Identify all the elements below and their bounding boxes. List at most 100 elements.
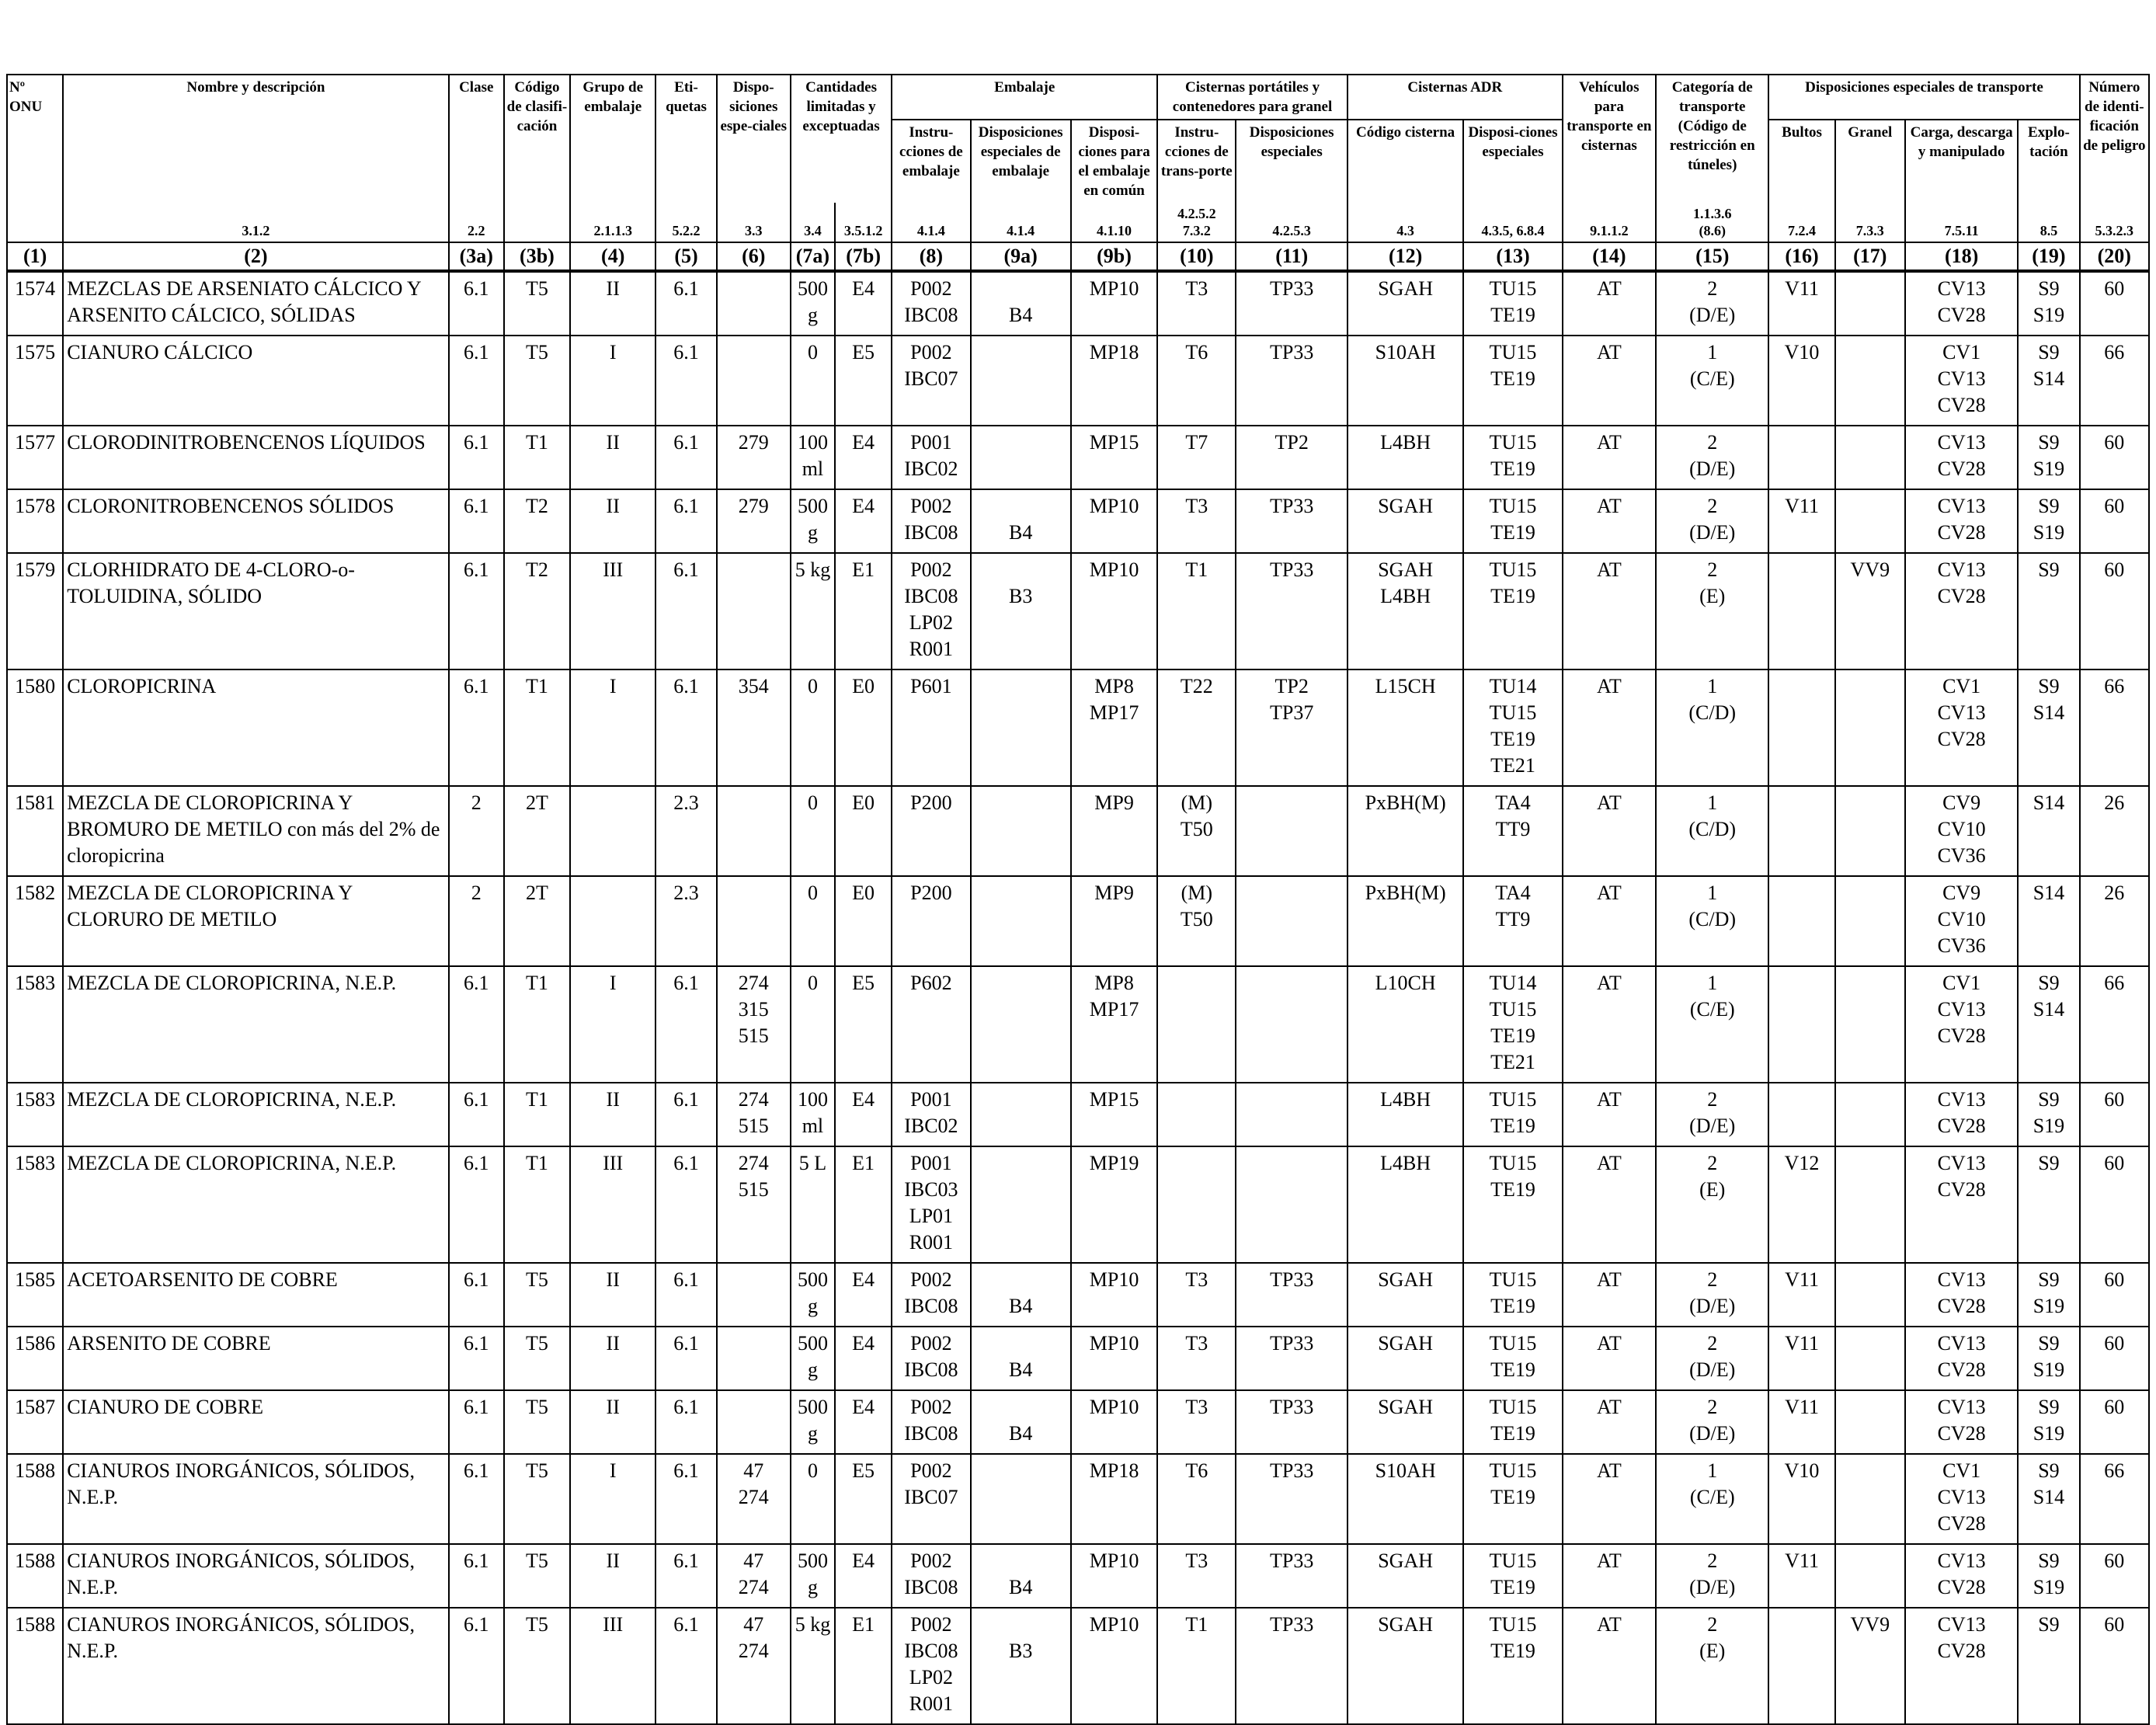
table-cell: P002 IBC08: [891, 1543, 972, 1608]
column-number-cell: (1): [5, 242, 64, 273]
un-number-cell: 1583: [5, 965, 64, 1083]
table-cell: E4: [834, 270, 893, 336]
table-cell: P001 IBC03 LP01 R001: [891, 1146, 972, 1264]
table-cell: 500 g: [789, 1262, 836, 1327]
table-cell: [969, 875, 1072, 967]
table-cell: E4: [834, 1326, 893, 1391]
table-cell: E0: [834, 875, 893, 967]
table-cell: [715, 1389, 791, 1455]
table-cell: [1834, 1326, 1906, 1391]
table-cell: V10: [1768, 1453, 1836, 1545]
table-cell: B3: [969, 1607, 1072, 1725]
table-cell: III: [569, 1607, 657, 1725]
table-cell: 2 (E): [1655, 1607, 1770, 1725]
table-cell: 6.1: [447, 425, 505, 490]
table-cell: 2.3: [655, 785, 718, 877]
un-number-cell: 1579: [5, 552, 64, 670]
table-cell: T5: [502, 1326, 572, 1391]
table-cell: III: [569, 1146, 657, 1264]
section-ref-cell: 4.3.5, 6.8.4: [1462, 203, 1563, 242]
table-cell: TU15 TE19: [1462, 335, 1563, 426]
table-cell: E5: [834, 335, 893, 426]
table-cell: AT: [1561, 552, 1657, 670]
table-cell: T5: [502, 1607, 572, 1725]
table-cell: AT: [1561, 1543, 1657, 1608]
table-cell: S9 S19: [2017, 1262, 2081, 1327]
table-cell: CV13 CV28: [1904, 1543, 2019, 1608]
table-row: 1583 MEZCLA DE CLOROPICRINA, N.E.P. 6.1 T1 I…: [5, 1146, 2151, 1264]
table-cell: MP10: [1069, 1543, 1159, 1608]
col-classification-code-header: Código de clasifi-cación: [502, 74, 572, 203]
col-hazard-id-header: Número de identi-ficación de peligro: [2078, 74, 2151, 203]
table-cell: TU15 TE19: [1462, 552, 1563, 670]
table-cell: TU15 TE19: [1462, 425, 1563, 490]
table-cell: 500 g: [789, 1326, 836, 1391]
table-cell: 6.1: [655, 1389, 718, 1455]
table-cell: SGAH L4BH: [1346, 552, 1465, 670]
table-row: 1583 MEZCLA DE CLOROPICRINA, N.E.P. 6.1 T1 I…: [5, 965, 2151, 1083]
section-ref-cell: 9.1.1.2: [1561, 203, 1657, 242]
table-cell: TP2 TP37: [1235, 669, 1348, 787]
table-cell: [969, 425, 1072, 490]
table-cell: I: [569, 1453, 657, 1545]
table-cell: T1: [1156, 552, 1237, 670]
table-cell: E4: [834, 1543, 893, 1608]
column-number-cell: (16): [1768, 242, 1836, 273]
table-cell: TU15 TE19: [1462, 1146, 1563, 1264]
table-cell: SGAH: [1346, 1607, 1465, 1725]
table-cell: MP10: [1069, 1262, 1159, 1327]
table-cell: T3: [1156, 270, 1237, 336]
table-cell: 6.1: [655, 489, 718, 554]
table-cell: III: [569, 552, 657, 670]
col-packing-group-header: Grupo de embalaje: [569, 74, 657, 203]
table-cell: T7: [1156, 425, 1237, 490]
table-cell: [715, 270, 791, 336]
un-number-cell: 1583: [5, 1082, 64, 1147]
table-cell: MP18: [1069, 1453, 1159, 1545]
table-cell: 6.1: [447, 965, 505, 1083]
table-cell: 6.1: [655, 1607, 718, 1725]
un-number-cell: 1581: [5, 785, 64, 877]
table-cell: 2 (D/E): [1655, 1262, 1770, 1327]
table-cell: (M) T50: [1156, 785, 1237, 877]
table-cell: 500 g: [789, 1543, 836, 1608]
substance-name-cell: ACETOARSENITO DE COBRE: [62, 1262, 450, 1327]
un-number-cell: 1588: [5, 1607, 64, 1725]
table-cell: 60: [2078, 1607, 2151, 1725]
table-cell: 60: [2078, 1543, 2151, 1608]
column-number-cell: (10): [1156, 242, 1237, 273]
table-cell: V11: [1768, 1262, 1836, 1327]
col-special-packing-header: Disposiciones especiales de embalaje: [969, 119, 1072, 203]
table-cell: P601: [891, 669, 972, 787]
table-cell: [1156, 1146, 1237, 1264]
column-number-cell: (12): [1346, 242, 1465, 273]
substance-name-cell: CIANUROS INORGÁNICOS, SÓLIDOS, N.E.P.: [62, 1543, 450, 1608]
group-adr-tanks-header: Cisternas ADR: [1346, 74, 1563, 120]
table-cell: 6.1: [655, 965, 718, 1083]
table-cell: V11: [1768, 489, 1836, 554]
table-cell: 6.1: [447, 1082, 505, 1147]
table-cell: [1834, 1453, 1906, 1545]
table-cell: B4: [969, 1326, 1072, 1391]
table-cell: AT: [1561, 1607, 1657, 1725]
section-ref-cell: 1.1.3.6 (8.6): [1655, 203, 1770, 242]
table-cell: L10CH: [1346, 965, 1465, 1083]
table-cell: [1834, 489, 1906, 554]
table-cell: T3: [1156, 1543, 1237, 1608]
table-cell: T22: [1156, 669, 1237, 787]
table-cell: [1834, 1262, 1906, 1327]
table-cell: AT: [1561, 1082, 1657, 1147]
table-cell: S9 S19: [2017, 1543, 2081, 1608]
table-cell: II: [569, 489, 657, 554]
table-cell: 1 (C/D): [1655, 669, 1770, 787]
table-cell: L4BH: [1346, 425, 1465, 490]
table-row: 1580 CLOROPICRINA 6.1 T1 I 6.1 354 0 E0 P601 MP8 M…: [5, 669, 2151, 787]
table-cell: [1834, 965, 1906, 1083]
table-cell: E1: [834, 1146, 893, 1264]
table-cell: (M) T50: [1156, 875, 1237, 967]
table-cell: 6.1: [447, 669, 505, 787]
table-cell: CV9 CV10 CV36: [1904, 875, 2019, 967]
table-cell: 2T: [502, 785, 572, 877]
table-cell: P002 IBC07: [891, 1453, 972, 1545]
table-row: 1588 CIANUROS INORGÁNICOS, SÓLIDOS, N.E.P…: [5, 1543, 2151, 1608]
